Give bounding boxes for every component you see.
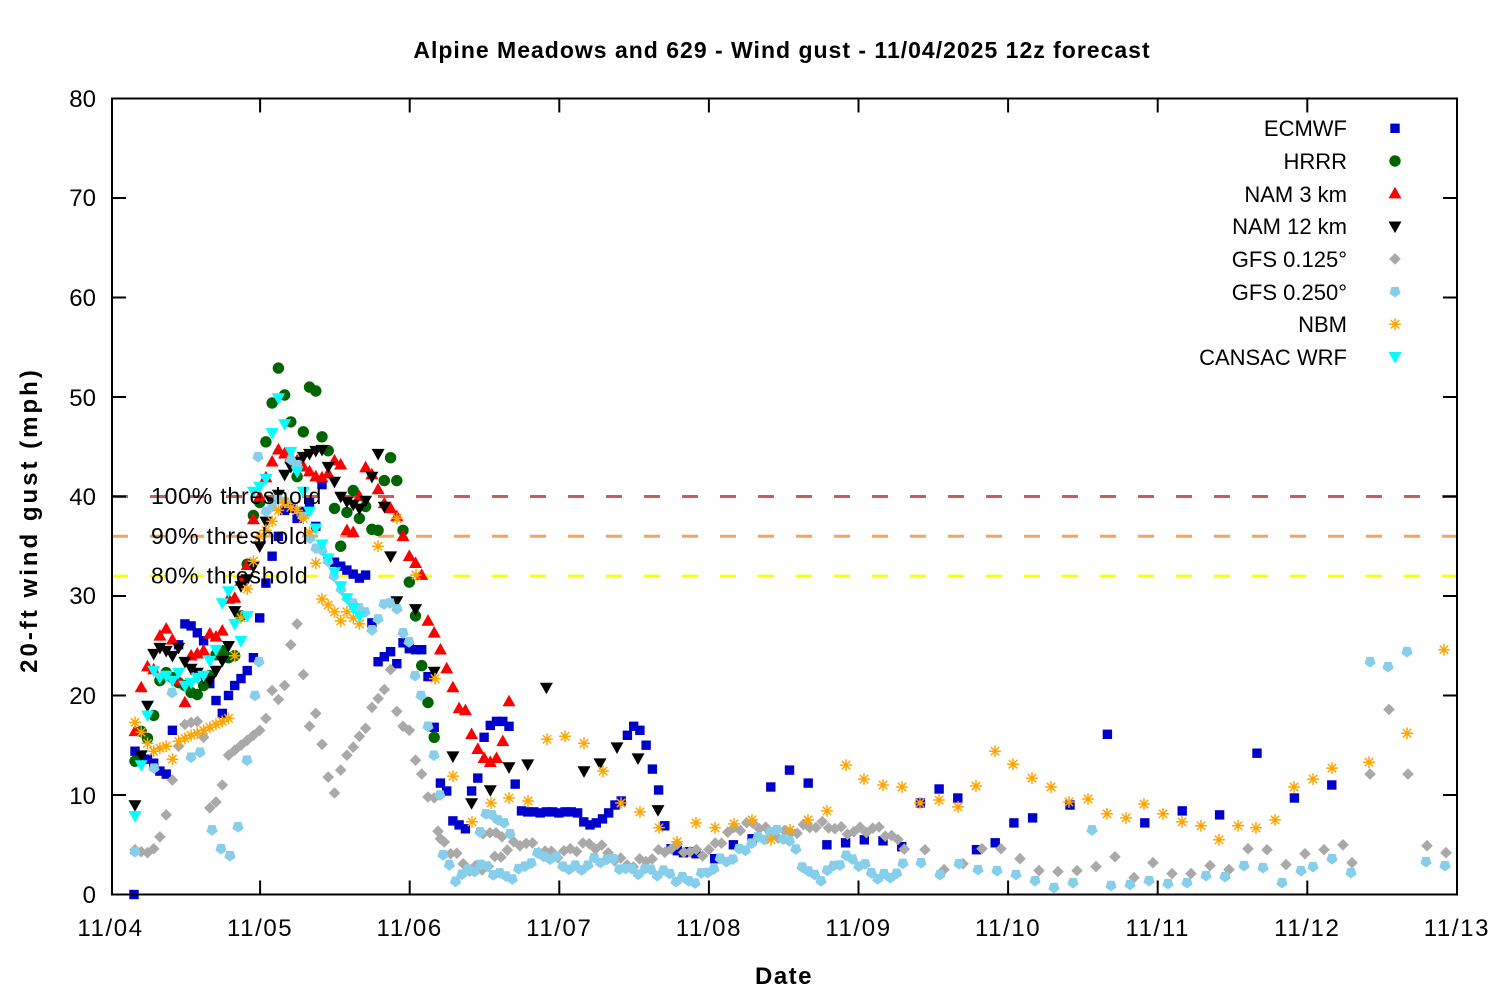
svg-text:NAM 3 km: NAM 3 km	[1244, 182, 1347, 207]
svg-text:11/07: 11/07	[526, 915, 592, 942]
svg-text:80: 80	[69, 86, 96, 113]
svg-text:70: 70	[69, 185, 96, 212]
svg-text:HRRR: HRRR	[1283, 149, 1347, 174]
svg-text:50: 50	[69, 385, 96, 412]
svg-text:GFS 0.125°: GFS 0.125°	[1232, 247, 1347, 272]
svg-text:11/06: 11/06	[377, 915, 443, 942]
svg-text:11/12: 11/12	[1274, 915, 1340, 942]
svg-text:20-ft wind gust (mph): 20-ft wind gust (mph)	[16, 367, 43, 673]
svg-text:60: 60	[69, 285, 96, 312]
svg-text:11/05: 11/05	[227, 915, 293, 942]
svg-text:80% threshold: 80% threshold	[151, 563, 308, 589]
svg-text:11/09: 11/09	[825, 915, 891, 942]
svg-text:11/08: 11/08	[676, 915, 742, 942]
svg-text:Date: Date	[755, 963, 813, 990]
svg-text:ECMWF: ECMWF	[1264, 116, 1347, 141]
svg-text:GFS 0.250°: GFS 0.250°	[1232, 280, 1347, 305]
svg-text:20: 20	[69, 683, 96, 710]
svg-text:90% threshold: 90% threshold	[151, 523, 308, 549]
svg-text:NBM: NBM	[1298, 312, 1347, 337]
svg-text:CANSAC WRF: CANSAC WRF	[1199, 345, 1347, 370]
svg-text:11/11: 11/11	[1125, 915, 1190, 942]
svg-text:Alpine Meadows and 629 - Wind: Alpine Meadows and 629 - Wind gust - 11/…	[413, 37, 1150, 63]
svg-text:NAM 12 km: NAM 12 km	[1232, 214, 1347, 239]
svg-text:11/13: 11/13	[1424, 915, 1490, 942]
svg-text:10: 10	[69, 783, 96, 810]
svg-text:40: 40	[69, 484, 96, 511]
svg-text:100% threshold: 100% threshold	[151, 483, 322, 509]
svg-text:30: 30	[69, 583, 96, 610]
svg-text:0: 0	[83, 882, 96, 909]
svg-text:11/04: 11/04	[77, 915, 143, 942]
svg-text:11/10: 11/10	[975, 915, 1041, 942]
